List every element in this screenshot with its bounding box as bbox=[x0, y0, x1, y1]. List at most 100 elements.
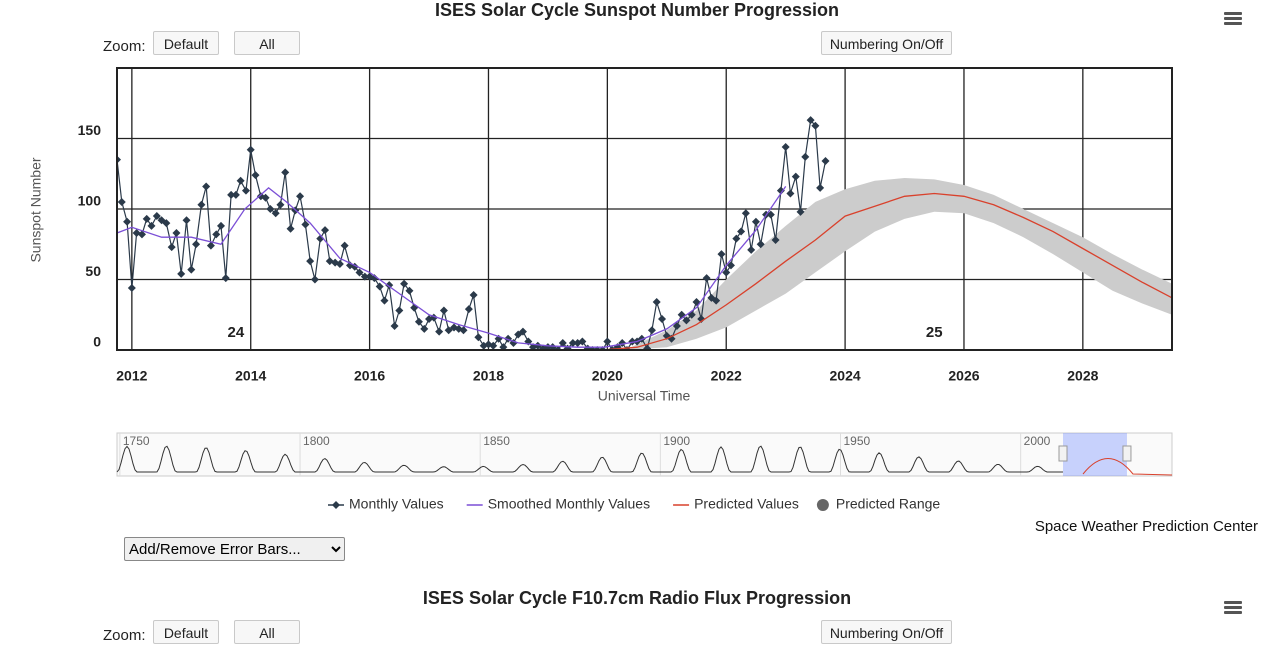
x-tick-label: 2018 bbox=[473, 368, 504, 384]
data-point bbox=[296, 192, 305, 201]
menu-button[interactable] bbox=[1224, 12, 1242, 26]
x-tick-label: 2024 bbox=[830, 368, 861, 384]
navigator-tick-label: 1950 bbox=[844, 434, 871, 448]
x-tick-label: 2020 bbox=[592, 368, 623, 384]
data-point bbox=[390, 322, 399, 331]
data-point bbox=[414, 317, 423, 326]
zoom-all-button[interactable]: All bbox=[234, 620, 300, 644]
navigator-tick-label: 2000 bbox=[1024, 434, 1051, 448]
data-point bbox=[420, 324, 429, 333]
y-tick-label: 150 bbox=[78, 122, 102, 138]
menu-button[interactable] bbox=[1224, 601, 1242, 615]
x-tick-label: 2014 bbox=[235, 368, 266, 384]
plot-layer bbox=[117, 116, 1172, 350]
data-point bbox=[197, 200, 206, 209]
data-point bbox=[251, 171, 260, 180]
data-point bbox=[281, 168, 290, 177]
x-tick-label: 2026 bbox=[948, 368, 979, 384]
y-tick-label: 0 bbox=[93, 334, 101, 350]
data-point bbox=[603, 337, 612, 346]
data-point bbox=[628, 337, 637, 346]
data-point bbox=[647, 326, 656, 335]
y-tick-label: 100 bbox=[78, 193, 102, 209]
data-point bbox=[682, 316, 691, 325]
zoom-default-button[interactable]: Default bbox=[153, 31, 219, 55]
y-axis-label: Sunspot Number bbox=[28, 157, 44, 262]
data-point bbox=[737, 227, 746, 236]
navigator-background bbox=[116, 432, 1173, 477]
data-point bbox=[187, 265, 196, 274]
data-point bbox=[811, 121, 820, 130]
data-point bbox=[766, 210, 775, 219]
cycle-label: 25 bbox=[926, 324, 943, 341]
data-point bbox=[786, 189, 795, 198]
credit: Space Weather Prediction Center bbox=[1035, 518, 1258, 535]
data-point bbox=[202, 182, 211, 191]
data-point bbox=[529, 343, 538, 350]
data-point bbox=[776, 186, 785, 195]
data-point bbox=[489, 341, 498, 350]
navigator-series bbox=[116, 445, 1063, 473]
navigator-prediction bbox=[1082, 458, 1173, 476]
data-point bbox=[217, 221, 226, 230]
data-point bbox=[221, 274, 230, 283]
data-point bbox=[167, 243, 176, 252]
data-point bbox=[474, 333, 483, 342]
data-point bbox=[405, 286, 414, 295]
data-point bbox=[435, 327, 444, 336]
data-point bbox=[182, 216, 191, 225]
data-point bbox=[261, 193, 270, 202]
data-point bbox=[306, 257, 315, 266]
data-point bbox=[177, 269, 186, 278]
data-point bbox=[539, 344, 548, 350]
data-point bbox=[756, 240, 765, 249]
data-point bbox=[355, 268, 364, 277]
y-tick-label: 50 bbox=[85, 263, 101, 279]
data-point bbox=[236, 176, 245, 185]
data-point bbox=[771, 236, 780, 245]
data-point bbox=[335, 259, 344, 268]
numbering-button[interactable]: Numbering On/Off bbox=[821, 620, 952, 644]
data-point bbox=[266, 205, 275, 213]
data-point bbox=[206, 241, 215, 250]
zoom-default-button[interactable]: Default bbox=[153, 620, 219, 644]
data-point bbox=[741, 209, 750, 218]
data-point bbox=[747, 245, 756, 254]
data-point bbox=[321, 226, 330, 235]
data-point bbox=[801, 152, 810, 161]
data-point bbox=[672, 322, 681, 331]
x-axis-label: Universal Time bbox=[598, 388, 691, 404]
x-tick-label: 2016 bbox=[354, 368, 385, 384]
data-point bbox=[212, 230, 221, 239]
legend-label: Smoothed Monthly Values bbox=[488, 496, 650, 512]
range-area bbox=[625, 178, 1172, 350]
navigator-tick-label: 1850 bbox=[483, 434, 510, 448]
data-point bbox=[380, 296, 389, 305]
data-point bbox=[246, 145, 255, 154]
data-point bbox=[469, 291, 478, 300]
data-point bbox=[732, 234, 741, 243]
data-point bbox=[360, 272, 369, 281]
data-point bbox=[578, 337, 587, 346]
data-point bbox=[821, 157, 830, 166]
data-point bbox=[702, 274, 711, 283]
data-point bbox=[717, 250, 726, 259]
data-point bbox=[781, 142, 790, 151]
x-tick-label: 2012 bbox=[116, 368, 147, 384]
numbering-button[interactable]: Numbering On/Off bbox=[821, 31, 952, 55]
zoom-all-button[interactable]: All bbox=[234, 31, 300, 55]
data-point bbox=[806, 116, 815, 125]
data-point bbox=[459, 326, 468, 335]
legend-label: Predicted Values bbox=[694, 496, 799, 512]
data-point bbox=[652, 298, 661, 307]
data-point bbox=[796, 207, 805, 216]
data-point bbox=[310, 275, 319, 284]
zoom-label: Zoom: bbox=[103, 38, 146, 55]
data-point bbox=[751, 217, 760, 226]
error-bars-select[interactable]: Add/Remove Error Bars... bbox=[124, 537, 345, 561]
navigator-tick-label: 1800 bbox=[303, 434, 330, 448]
data-point bbox=[127, 283, 136, 292]
navigator-tick-label: 1750 bbox=[123, 434, 150, 448]
data-point bbox=[301, 220, 310, 229]
